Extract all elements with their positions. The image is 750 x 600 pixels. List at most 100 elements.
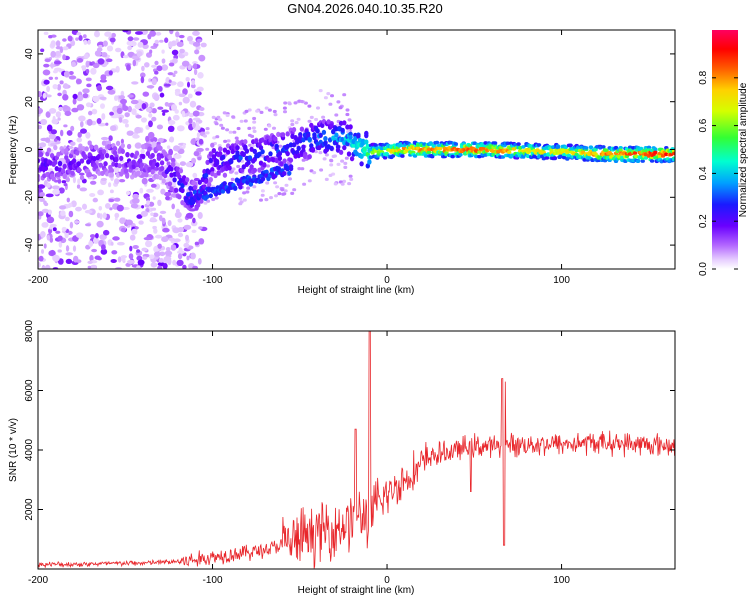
y-tick-label: 8000 <box>24 319 35 342</box>
spectrogram-noise-cell <box>50 249 55 256</box>
spectrogram-noise-cell <box>83 53 89 60</box>
spectrogram-haze-cell <box>219 123 224 127</box>
snr-y-label: SNR (10 * v/v) <box>8 418 19 482</box>
spectrogram-noise-cell <box>79 187 88 192</box>
spectrogram-ridge-cell <box>362 146 367 152</box>
spectrogram-ridge-cell <box>244 148 250 154</box>
spectrogram-noise-cell <box>65 216 70 222</box>
spectrogram-haze-cell <box>282 106 287 110</box>
spectrogram-ridge-cell <box>38 151 44 157</box>
spectrogram-noise-cell <box>177 232 184 238</box>
spectrogram-haze-cell <box>223 139 228 143</box>
snr-x-label: Height of straight line (km) <box>298 585 415 596</box>
spectrogram-noise-cell <box>162 227 170 233</box>
spectrogram-ridge-cell <box>428 141 433 146</box>
spectrogram-ridge-cell <box>170 162 176 168</box>
spectrogram-noise-cell <box>192 137 196 145</box>
spectrogram-noise-cell <box>110 115 119 119</box>
spectrogram-noise-cell <box>102 212 107 219</box>
spectrogram-haze-cell <box>318 89 323 93</box>
spectrogram-haze-cell <box>242 191 247 195</box>
spectrogram-noise-cell <box>194 49 200 55</box>
spectrogram-noise-cell <box>136 50 143 57</box>
spectrogram-ridge-cell <box>100 154 105 160</box>
spectrogram-ridge-cell <box>115 140 121 146</box>
spectrogram-ridge-cell <box>507 150 512 155</box>
spectrogram-ridge-cell <box>152 161 157 167</box>
spectrogram-ridge-cell <box>646 145 652 150</box>
spectrogram-noise-cell <box>164 250 173 256</box>
spectrogram-noise-cell <box>122 105 129 112</box>
spectrogram-noise-cell <box>132 193 139 199</box>
spectrogram-ridge-cell <box>120 143 126 149</box>
spectrogram-ridge-cell <box>241 151 246 158</box>
y-tick-label: 2000 <box>24 498 35 521</box>
spectrogram-haze-cell <box>318 151 323 155</box>
spectrogram-ridge-cell <box>342 145 347 151</box>
spectrogram-noise-cell <box>175 31 180 38</box>
spectrogram-noise-cell <box>162 112 166 116</box>
spectrogram-noise-cell <box>168 62 175 67</box>
spectrogram-ridge-cell <box>521 145 526 149</box>
spectrogram-noise-cell <box>136 265 141 269</box>
spectrogram-noise-cell <box>108 182 112 188</box>
spectrogram-noise-cell <box>188 118 193 124</box>
spectrogram-noise-cell <box>109 207 113 211</box>
spectrogram-noise-cell <box>108 198 115 203</box>
spectrogram-noise-cell <box>72 93 78 100</box>
spectrogram-ridge-cell <box>307 154 312 160</box>
spectrogram-ridge-cell <box>208 157 213 164</box>
spectrogram-noise-cell <box>58 187 65 194</box>
spectrogram-ridge-cell <box>203 178 209 184</box>
x-tick-label: -200 <box>28 275 48 286</box>
spectrogram-ridge-cell <box>334 132 339 138</box>
spectrogram-ridge-cell <box>492 141 498 145</box>
spectrogram-noise-cell <box>117 256 122 263</box>
spectrogram-noise-cell <box>101 244 106 251</box>
spectrogram-noise-cell <box>52 70 58 74</box>
spectrogram-ridge-cell <box>288 142 294 148</box>
spectrogram-ridge-cell <box>117 163 122 169</box>
spectrogram-noise-cell <box>58 241 63 248</box>
spectrogram-ridge-cell <box>38 166 44 172</box>
spectrogram-noise-cell <box>62 83 69 89</box>
spectrogram-noise-cell <box>62 46 69 51</box>
spectrogram-ridge-cell <box>87 171 93 178</box>
spectrogram-noise-cell <box>167 220 172 227</box>
spectrogram-noise-cell <box>100 177 108 181</box>
spectrogram-haze-cell <box>252 185 257 189</box>
spectrogram-haze-cell <box>250 144 255 148</box>
spectrogram-noise-cell <box>50 50 56 58</box>
spectrogram-haze-cell <box>342 93 347 97</box>
spectrogram-ridge-cell <box>653 150 658 155</box>
spectrogram-noise-cell <box>163 83 171 87</box>
spectrogram-ridge-cell <box>227 165 232 171</box>
x-tick-label: -200 <box>28 575 48 586</box>
x-tick-label: 100 <box>553 575 570 586</box>
spectrogram-haze-cell <box>242 198 247 202</box>
snr-y-ticks: 2000 4000 6000 8000 <box>24 319 675 521</box>
spectrogram-haze-cell <box>222 111 227 115</box>
spectrogram-ridge-cell <box>660 154 666 158</box>
spectrogram-noise-cell <box>46 182 51 188</box>
spectrogram-ridge-cell <box>338 149 344 155</box>
spectrogram-haze-cell <box>336 100 341 104</box>
spectrogram-haze-cell <box>296 117 301 121</box>
spectrogram-noise-cell <box>101 52 108 58</box>
spectrogram-noise-cell <box>153 94 160 101</box>
spectrogram-noise-cell <box>162 263 168 269</box>
spectrogram-haze-cell <box>275 185 280 189</box>
spectrogram-noise-cell <box>179 48 185 54</box>
spectrogram-noise-cell <box>87 140 92 146</box>
spectrogram-noise-cell <box>39 192 45 197</box>
colorbar: 0.0 0.2 0.4 0.6 0.8 Normalized spectral ampl… <box>698 30 749 276</box>
spectrogram-haze-cell <box>239 119 244 123</box>
spectrogram-haze-cell <box>218 118 223 122</box>
colorbar-tick-label: 0.0 <box>698 262 709 276</box>
spectrogram-haze-cell <box>333 154 337 158</box>
spectrogram-noise-cell <box>196 38 203 43</box>
spectrogram-noise-cell <box>195 121 200 129</box>
spectrogram-ridge-cell <box>79 158 85 164</box>
spectrogram-noise-cell <box>142 256 148 260</box>
spectrogram-noise-cell <box>105 58 113 63</box>
